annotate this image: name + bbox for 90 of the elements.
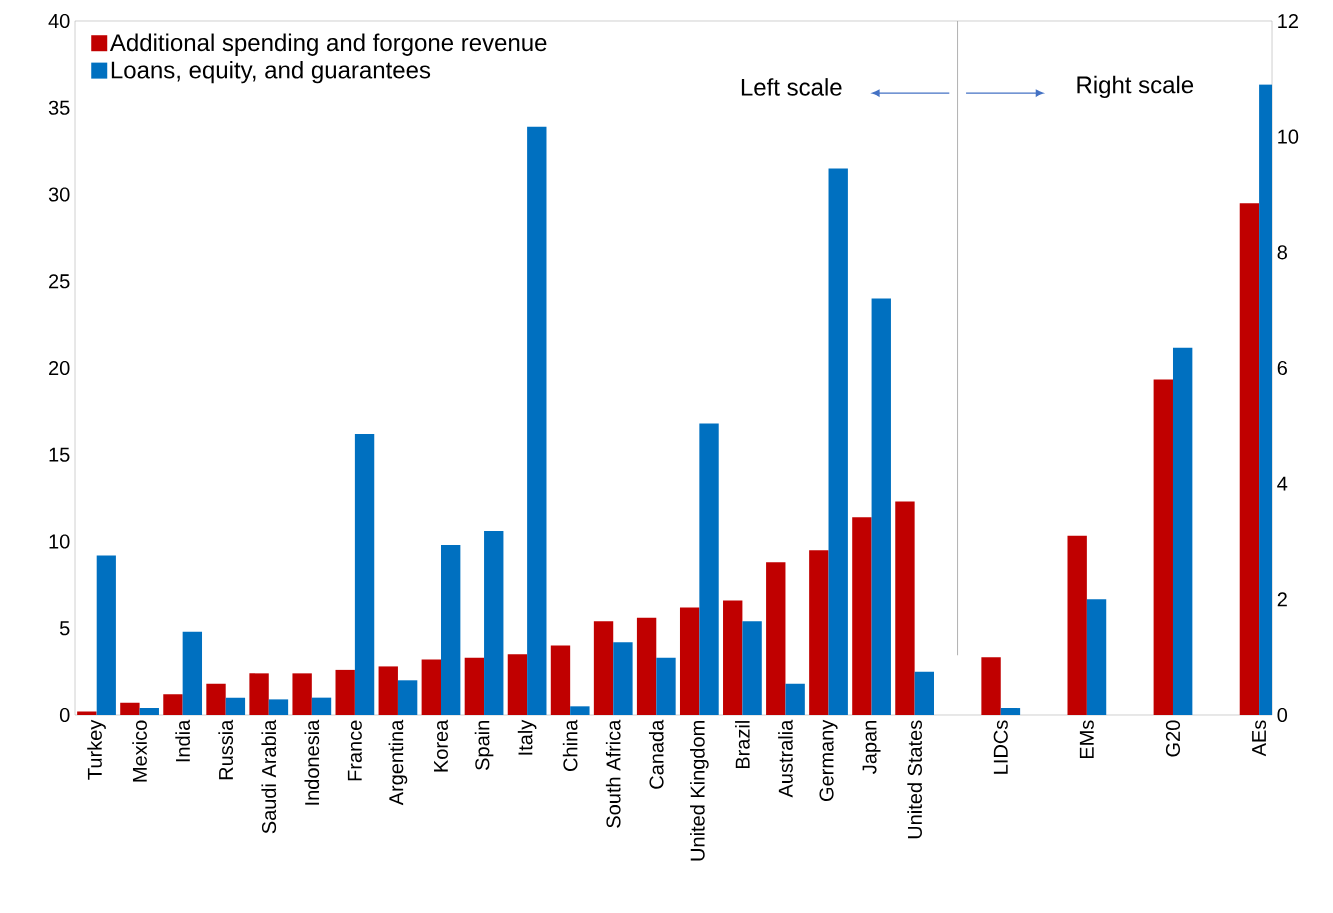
- bar: [1067, 535, 1087, 715]
- x-tick-label: Indonesia: [304, 719, 320, 805]
- y-tick-label: 0: [59, 707, 70, 723]
- y2-tick-label: 8: [1277, 245, 1287, 260]
- bar: [77, 711, 97, 715]
- bar: [914, 671, 935, 715]
- bar: [981, 657, 1001, 715]
- y-tick-label: 40: [48, 13, 70, 29]
- x-tick-label: AEs: [1252, 720, 1267, 757]
- bar: [268, 699, 289, 715]
- bar: [828, 168, 848, 715]
- y2-tick-label: 4: [1277, 476, 1288, 491]
- bar: [96, 555, 116, 715]
- bar: [421, 659, 441, 715]
- y-tick-label: 20: [49, 360, 70, 376]
- bar: [182, 631, 203, 715]
- x-tick-label: Spain: [474, 721, 494, 770]
- bar: [742, 621, 762, 715]
- bar: [441, 544, 461, 715]
- x-tick-label: Australia: [778, 719, 793, 798]
- y-tick-label: 25: [49, 274, 70, 289]
- x-tick-label: South Africa: [605, 719, 621, 828]
- annotation: Left scale: [741, 78, 842, 96]
- x-tick-label: Turkey: [87, 719, 106, 780]
- bar: [785, 683, 805, 715]
- bar: [766, 562, 786, 715]
- x-tick-label: Germany: [819, 719, 838, 801]
- bar: [699, 423, 719, 715]
- bar: [679, 607, 700, 715]
- x-tick-label: Russia: [218, 719, 234, 780]
- bar: [527, 126, 547, 715]
- bar: [1086, 599, 1107, 715]
- bar: [895, 501, 915, 715]
- x-tick-label: EMs: [1079, 720, 1094, 759]
- y2-tick-label: 6: [1277, 360, 1287, 376]
- y-tick-label: 15: [49, 447, 70, 462]
- bar: [354, 433, 375, 715]
- bar: [613, 642, 633, 715]
- bar: [593, 621, 614, 715]
- x-tick-label: LIDCs: [993, 720, 1008, 774]
- x-tick-label: G20: [1165, 720, 1181, 757]
- bar: [809, 550, 829, 715]
- annotation: Right scale: [1077, 75, 1194, 99]
- x-tick-label: United States: [907, 720, 922, 839]
- bar: [852, 517, 872, 715]
- x-tick-label: Canada: [648, 719, 664, 789]
- y-tick-label: 10: [49, 534, 70, 549]
- bar: [723, 600, 743, 715]
- bar: [570, 706, 590, 715]
- legend-label: Additional spending and forgone revenue: [109, 33, 547, 56]
- x-tick-label: Japan: [862, 721, 881, 774]
- bar: [464, 657, 485, 715]
- bar: [636, 617, 657, 715]
- y-tick-label: 30: [48, 187, 70, 202]
- bar: [378, 666, 398, 715]
- bar: [120, 702, 140, 715]
- bar: [1153, 379, 1173, 715]
- y2-tick-label: 12: [1278, 14, 1298, 28]
- x-tick-label: India: [175, 719, 190, 762]
- x-tick-label: Saudi Arabia: [261, 719, 277, 834]
- bar: [397, 680, 418, 715]
- bar: [550, 645, 571, 715]
- y2-tick-label: 10: [1278, 129, 1299, 144]
- x-tick-label: Mexico: [132, 720, 147, 782]
- y-tick-label: 35: [48, 100, 70, 115]
- x-tick-label: Brazil: [735, 721, 750, 769]
- x-tick-label: France: [347, 720, 362, 781]
- bar: [656, 657, 676, 715]
- y2-tick-label: 2: [1277, 592, 1287, 607]
- bar: [249, 673, 269, 715]
- bar: [311, 697, 332, 715]
- bar: [206, 683, 226, 715]
- x-tick-label: China: [562, 719, 578, 771]
- bar: [1172, 347, 1193, 715]
- legend-label: Loans, equity, and guarantees: [111, 60, 431, 84]
- bar: [335, 669, 355, 715]
- bar: [292, 673, 312, 715]
- bar: [139, 708, 159, 715]
- y2-tick-label: 0: [1277, 707, 1288, 723]
- bar: [225, 697, 246, 715]
- x-tick-label: United Kingdom: [690, 721, 709, 861]
- bar: [1000, 708, 1021, 715]
- x-tick-label: Korea: [434, 719, 448, 772]
- bar: [507, 654, 528, 715]
- bar: [871, 298, 891, 715]
- x-tick-label: Argentina: [388, 719, 408, 806]
- bar: [163, 694, 183, 715]
- x-tick-label: Italy: [517, 719, 537, 755]
- bar: [484, 531, 504, 715]
- y-tick-label: 5: [59, 621, 70, 636]
